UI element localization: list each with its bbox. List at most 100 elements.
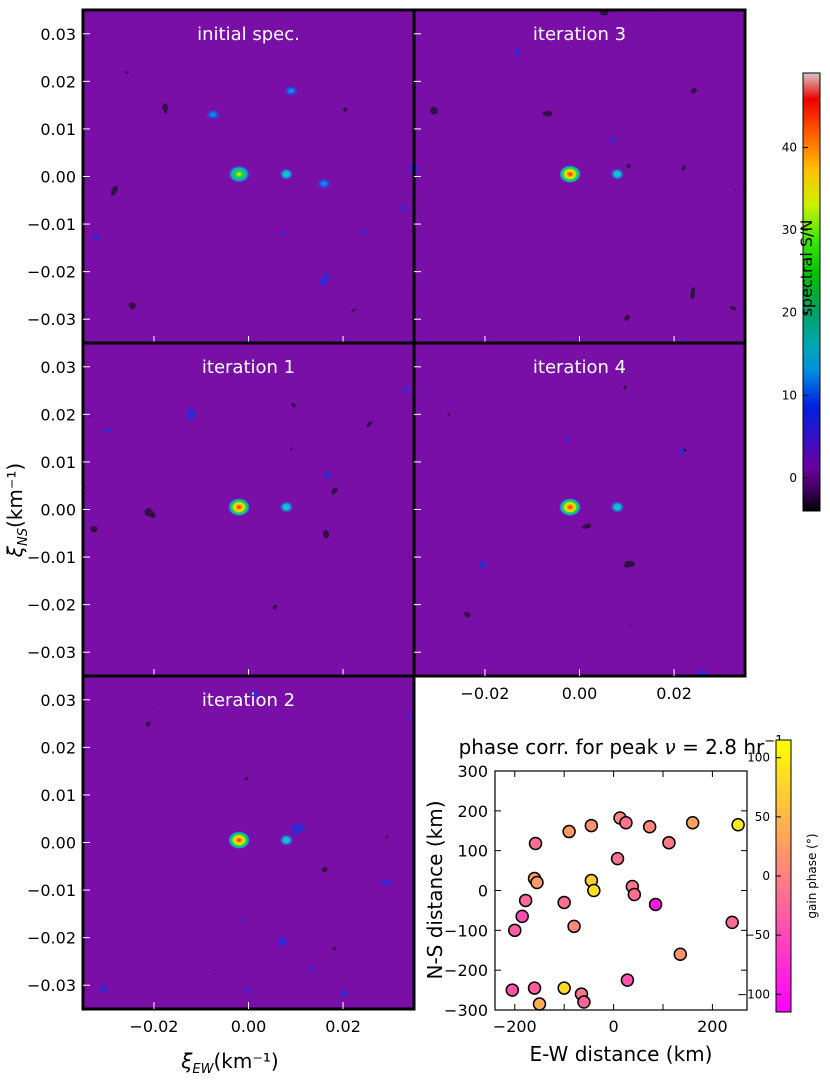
heatmap-ytick-label: −0.03 — [27, 310, 76, 329]
heatmap-xtick-label: 0.02 — [656, 684, 692, 703]
snr-colorbar: 0 10 20 30 40 spectral S/N — [782, 72, 821, 512]
scatter-point — [567, 919, 581, 934]
scatter-xtick-label: 200 — [697, 1017, 728, 1036]
snr-colorbar-tick-label: 30 — [782, 223, 797, 237]
snr-colorbar-tick-label: 40 — [782, 140, 797, 154]
heatmap-peak-main — [228, 165, 251, 184]
heatmap-peak-secondary — [279, 168, 294, 181]
phase-colorbar: 100 50 0 −50 −100 gain phase (°) — [737, 739, 819, 1013]
snr-colorbar-tick-label: 10 — [782, 388, 797, 402]
scatter-point — [587, 883, 601, 898]
heatmap-ytick-label: 0.01 — [40, 120, 76, 139]
heatmap-panel: iteration 3 — [412, 8, 747, 345]
scatter-point — [530, 875, 544, 890]
snr-colorbar-tick-label: 0 — [789, 471, 797, 485]
heatmap-peak-main — [228, 498, 251, 517]
scatter-ytick-label: 200 — [457, 802, 488, 821]
heatmap-panel-title: iteration 1 — [202, 357, 295, 378]
heatmap-xtick-label: 0.02 — [325, 1017, 361, 1036]
heatmap-ytick-label: −0.02 — [27, 929, 76, 948]
heatmap-ytick-label: 0.03 — [40, 25, 76, 44]
heatmap-ytick-label: −0.01 — [27, 215, 76, 234]
scatter-point — [662, 835, 676, 850]
phase-colorbar-tick-label: −100 — [737, 987, 770, 1001]
heatmap-panels: initial spec. 0.03 0.02 0.01 0.00 −0.01 −0.02 −… — [27, 8, 747, 1036]
heatmap-panel-title: iteration 2 — [202, 690, 295, 711]
scatter-point — [528, 836, 543, 851]
scatter-xlabel: E-W distance (km) — [530, 1042, 713, 1066]
scatter-point — [557, 895, 571, 910]
heatmap-peak-secondary — [279, 834, 294, 847]
heatmap-ytick-label: −0.03 — [27, 976, 76, 995]
scatter-plot: phase corr. for peak ν = 2.8 hr−1 −200 0 2… — [423, 734, 783, 1066]
heatmap-xtick-label: 0.00 — [231, 1017, 267, 1036]
heatmap-peak-secondary — [279, 501, 294, 514]
heatmap-ytick-label: −0.01 — [27, 548, 76, 567]
phase-colorbar-tick-label: 50 — [755, 810, 770, 824]
scatter-point — [505, 983, 520, 997]
scatter-point — [731, 818, 745, 832]
scatter-point — [557, 981, 571, 995]
scatter-point — [642, 820, 657, 834]
scatter-title: phase corr. for peak ν = 2.8 hr−1 — [459, 734, 784, 759]
scatter-point — [527, 981, 542, 995]
scatter-point — [685, 816, 700, 830]
snr-colorbar-tick-label: 20 — [782, 306, 797, 320]
scatter-axes — [494, 770, 748, 1011]
heatmap-panel: initial spec. 0.03 0.02 0.01 0.00 −0.01 −0.02 −… — [27, 8, 416, 345]
scatter-point — [620, 973, 635, 987]
scatter-ytick-label: −200 — [444, 961, 488, 980]
scatter-ytick-label: 300 — [457, 762, 488, 781]
heatmap-panel: iteration 2 0.03 0.02 0.01 0.00 −0.01 −0.02 −0.… — [27, 674, 416, 1011]
heatmap-ytick-label: −0.02 — [27, 596, 76, 615]
scatter-point — [725, 915, 739, 930]
scatter-xtick-label: 0 — [608, 1017, 618, 1036]
scatter-xtick-label: −200 — [493, 1017, 537, 1036]
phase-colorbar-tick-label: −50 — [745, 928, 770, 942]
heatmap-ytick-label: −0.01 — [27, 881, 76, 900]
scatter-ytick-label: −100 — [444, 921, 488, 940]
heatmap-ytick-label: 0.03 — [40, 691, 76, 710]
scatter-point — [532, 997, 547, 1011]
scatter-point — [515, 909, 529, 924]
scatter-point — [648, 897, 663, 912]
heatmap-ytick-label: 0.01 — [40, 453, 76, 472]
heatmap-xlabel: ξEW(km⁻¹) — [180, 1049, 278, 1077]
heatmap-peak-extra — [206, 109, 221, 120]
heatmap-ytick-label: 0.02 — [40, 72, 76, 91]
scatter-point — [562, 824, 576, 839]
heatmap-xtick-label: −0.02 — [460, 684, 509, 703]
heatmap-ytick-label: 0.00 — [40, 501, 76, 520]
scatter-point — [627, 887, 642, 902]
phase-colorbar-tick-label: 0 — [762, 869, 770, 883]
heatmap-panel-title: initial spec. — [197, 24, 300, 45]
heatmap-peak-extra — [284, 85, 299, 96]
heatmap-ytick-label: −0.03 — [27, 643, 76, 662]
scatter-ytick-label: −300 — [444, 1001, 488, 1020]
scatter-point — [508, 923, 522, 938]
heatmap-xtick-label: −0.02 — [129, 1017, 178, 1036]
heatmap-peak-secondary — [610, 168, 625, 181]
scatter-point — [584, 818, 599, 833]
heatmap-panel: iteration 1 0.03 0.02 0.01 0.00 −0.01 −0.02 −0.… — [27, 341, 416, 678]
heatmap-ylabel: ξNS(km⁻¹) — [3, 463, 31, 558]
phase-colorbar-tick-label: 100 — [747, 751, 770, 765]
heatmap-ytick-label: 0.00 — [40, 168, 76, 187]
scatter-point — [619, 816, 633, 830]
scatter-point — [518, 893, 533, 908]
scatter-point — [610, 851, 625, 866]
scatter-ylabel: N-S distance (km) — [423, 800, 447, 979]
heatmap-peak-extra — [317, 178, 332, 189]
heatmap-panel-title: iteration 3 — [533, 24, 626, 45]
scatter-point — [577, 995, 591, 1009]
scatter-point — [673, 947, 688, 961]
heatmap-peak-main — [228, 831, 251, 850]
phase-colorbar-label: gain phase (°) — [805, 833, 819, 918]
heatmap-ytick-label: 0.00 — [40, 834, 76, 853]
heatmap-xtick-label: 0.00 — [562, 684, 598, 703]
heatmap-panel: iteration 4 — [412, 341, 747, 678]
heatmap-peak-main — [559, 165, 582, 184]
scatter-ytick-label: 0 — [478, 882, 488, 901]
heatmap-ytick-label: 0.02 — [40, 738, 76, 757]
